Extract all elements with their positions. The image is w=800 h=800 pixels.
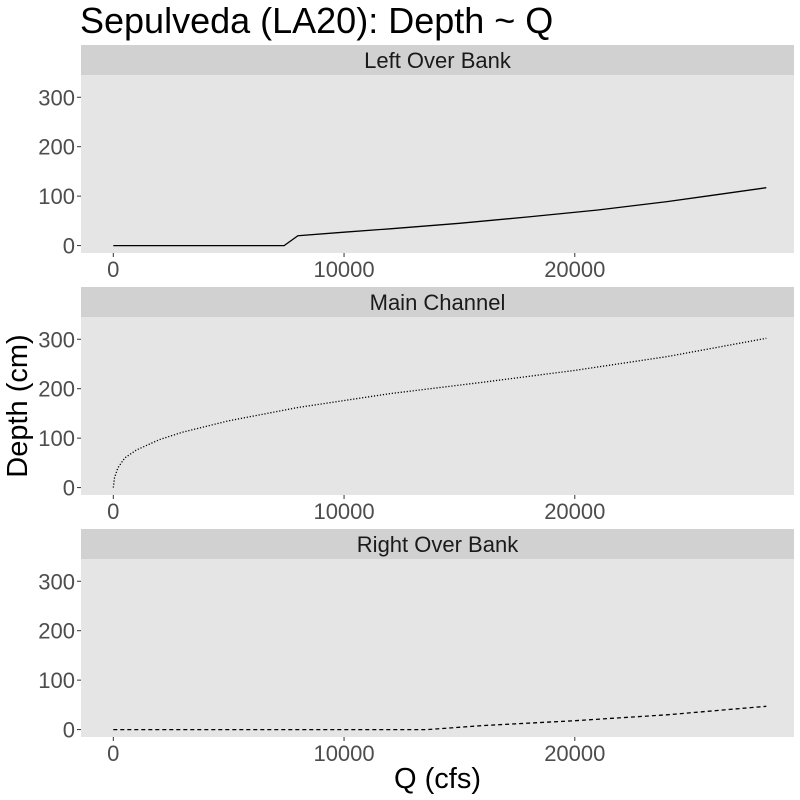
y-tick-label: 0: [63, 476, 75, 501]
panel-1: Left Over Bank 0 100 200 300 0 10000 20000: [38, 45, 794, 282]
y-tick-label: 0: [63, 718, 75, 743]
y-tick-label: 200: [38, 377, 75, 402]
x-tick-label: 0: [107, 741, 119, 766]
y-tick-label: 200: [38, 135, 75, 160]
x-tick-label: 10000: [313, 741, 374, 766]
y-tick-label: 0: [63, 234, 75, 259]
x-tick-label: 20000: [544, 257, 605, 282]
x-tick-label: 0: [107, 257, 119, 282]
series-line: [113, 705, 767, 731]
x-tick-label: 20000: [544, 499, 605, 524]
y-tick-label: 200: [38, 619, 75, 644]
panel-background: [81, 317, 794, 495]
x-tick-label: 10000: [313, 499, 374, 524]
x-axis-title: Q (cfs): [394, 763, 481, 795]
panel-strip-label: Left Over Bank: [364, 48, 512, 73]
x-tick-label: 0: [107, 499, 119, 524]
series-line: [112, 337, 767, 488]
x-tick-label: 20000: [544, 741, 605, 766]
y-tick-label: 100: [38, 426, 75, 451]
panel-strip: [81, 287, 794, 317]
panel-strip-label: Right Over Bank: [357, 532, 519, 557]
y-tick-label: 300: [38, 569, 75, 594]
panel-strip: [81, 45, 794, 75]
panel-background: [81, 559, 794, 737]
panel-strip-label: Main Channel: [370, 290, 506, 315]
y-axis-title: Depth (cm): [2, 334, 34, 477]
panel-3: Right Over Bank 0 100 200 300 0 10000 20000: [38, 529, 794, 766]
x-tick-label: 10000: [313, 257, 374, 282]
y-tick-label: 300: [38, 85, 75, 110]
y-tick-label: 100: [38, 184, 75, 209]
chart-title: Sepulveda (LA20): Depth ~ Q: [80, 0, 554, 41]
panel-2: Main Channel 0 100 200 300 0 10000 20000: [38, 287, 794, 524]
y-tick-label: 100: [38, 668, 75, 693]
panel-strip: [81, 529, 794, 559]
series-line: [113, 187, 767, 247]
panel-background: [81, 75, 794, 253]
y-tick-label: 300: [38, 327, 75, 352]
